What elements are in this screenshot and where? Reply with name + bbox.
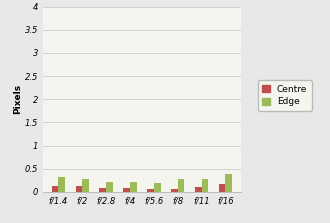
Bar [202,179,208,192]
Bar [123,188,130,192]
Legend: Centre, Edge: Centre, Edge [258,80,312,111]
Bar [76,186,82,192]
Bar [130,182,137,192]
Bar [99,188,106,192]
Bar [219,184,225,192]
Bar [58,177,65,192]
Bar [178,179,184,192]
Bar [52,186,58,192]
Bar [82,179,89,192]
Bar [106,182,113,192]
Y-axis label: Pixels: Pixels [13,84,22,114]
Bar [195,187,202,192]
Bar [154,184,160,192]
Bar [225,174,232,192]
Bar [171,189,178,192]
Bar [147,188,154,192]
